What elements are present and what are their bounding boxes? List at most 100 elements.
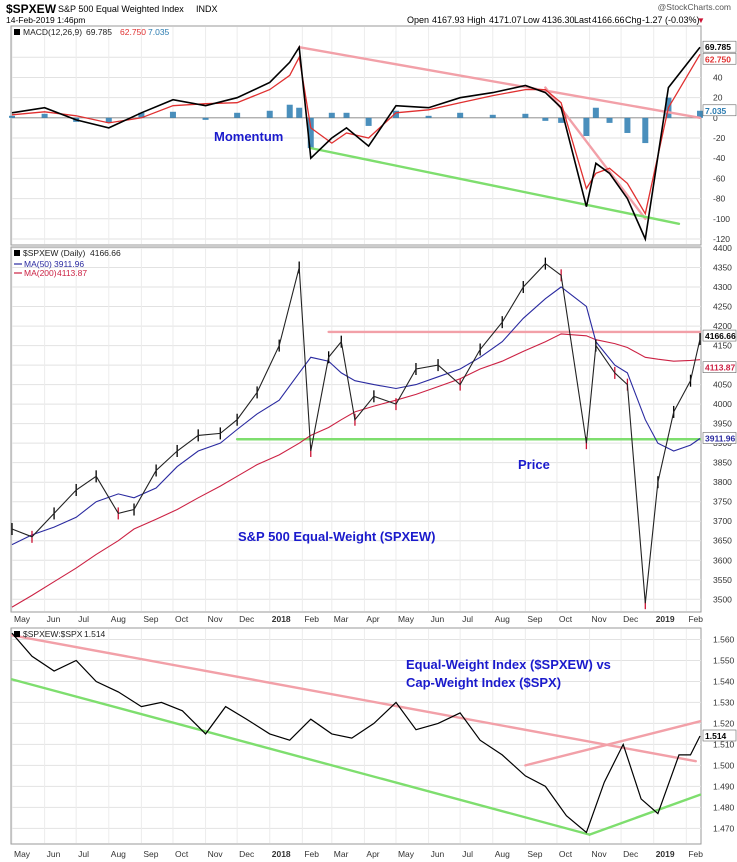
ratio-grid: [11, 629, 701, 843]
price-y-tick-label: 3650: [713, 536, 732, 546]
macd-histogram-bar: [105, 117, 112, 123]
macd-y-tick-label: -20: [713, 133, 726, 143]
down-arrow-icon: ▼: [697, 16, 705, 25]
price-y-tick-label: 3950: [713, 419, 732, 429]
x-tick-label: Apr: [366, 614, 379, 624]
macd-histogram-bar: [583, 117, 590, 137]
x-tick-label: May: [14, 849, 31, 859]
x-tick-label: 2019: [656, 614, 675, 624]
macd-histogram-bar: [169, 111, 176, 118]
macd-plot: [9, 44, 703, 242]
price-legend-value: 4166.66: [90, 248, 121, 258]
macd-histogram-bar: [41, 113, 48, 118]
ma50-end-label: 3911.96: [705, 433, 736, 443]
exchange-label: INDX: [196, 4, 218, 14]
price-y-tick-label: 4350: [713, 263, 732, 273]
price-y-tick-label: 4300: [713, 282, 732, 292]
ratio-panel-frame: [10, 627, 702, 845]
price-legend: $SPXEW (Daily) 4166.66 MA(50) 3911.96 MA…: [14, 248, 121, 278]
ma200-line: [11, 333, 701, 608]
x-tick-label: 2018: [272, 849, 291, 859]
macd-y-tick-label: -80: [713, 194, 726, 204]
price-y-tick-label: 3550: [713, 575, 732, 585]
price-line: [11, 262, 701, 604]
macd-histogram-bar: [542, 117, 549, 121]
watermark: @StockCharts.com: [658, 2, 731, 12]
ma200-legend-value: 4113.87: [57, 268, 87, 278]
price-y-tick-label: 4150: [713, 341, 732, 351]
x-tick-label: Jun: [431, 614, 445, 624]
price-x-axis: May Jun Jul Aug Sep Oct Nov Dec 2018 Feb Mar Apr May…: [14, 614, 703, 624]
x-tick-label: Feb: [304, 849, 319, 859]
high-label: High: [467, 15, 486, 25]
x-tick-label: Oct: [559, 614, 573, 624]
macd-histogram-bar: [138, 112, 145, 118]
macd-y-tick-label: 0: [713, 113, 718, 123]
momentum-annotation: Momentum: [214, 129, 283, 144]
signal-end-label: 62.750: [705, 54, 731, 64]
open-value: 4167.93: [432, 15, 465, 25]
x-tick-label: Jun: [47, 849, 61, 859]
ratio-plot: [10, 632, 702, 836]
ma50-end-label-box: [702, 432, 737, 444]
macd-histogram-bar: [558, 117, 565, 123]
macd-trendline-green: [309, 146, 681, 226]
price-y-tick-label: 3850: [713, 458, 732, 468]
price-y-tick-label: 4200: [713, 321, 732, 331]
macd-histogram-bar: [266, 110, 273, 118]
ratio-y-tick-label: 1.500: [713, 760, 735, 770]
price-plot: [11, 257, 702, 610]
x-tick-label: Nov: [592, 614, 608, 624]
ma200-legend-label: MA(200): [24, 268, 57, 278]
price-y-tick-label: 4400: [713, 243, 732, 253]
macd-histogram-bar: [489, 114, 496, 118]
x-tick-label: Nov: [592, 849, 608, 859]
macd-legend-value: 69.785: [86, 27, 112, 37]
macd-histogram-bar: [624, 117, 631, 133]
macd-legend-swatch: [14, 29, 20, 35]
macd-y-tick-label: 40: [713, 72, 723, 82]
macd-histogram-bar: [425, 115, 432, 118]
x-tick-label: Aug: [495, 849, 510, 859]
x-tick-label: Feb: [304, 614, 319, 624]
macd-legend-label: MACD(12,26,9): [23, 27, 82, 37]
hist-end-label: 7.035: [705, 106, 727, 116]
x-tick-label: Apr: [366, 849, 379, 859]
macd-histogram-bar: [343, 112, 350, 118]
macd-line: [11, 44, 701, 242]
x-tick-label: Jul: [78, 849, 89, 859]
x-tick-label: Oct: [175, 849, 189, 859]
macd-y-tick-label: 20: [713, 93, 723, 103]
ratio-legend-label: $SPXEW:$SPX: [23, 629, 83, 639]
price-y-tick-label: 4250: [713, 302, 732, 312]
ratio-legend-swatch: [14, 631, 20, 637]
x-tick-label: Oct: [559, 849, 573, 859]
x-tick-label: Mar: [334, 849, 349, 859]
macd-histogram-bar: [392, 110, 399, 118]
x-tick-label: Mar: [334, 614, 349, 624]
macd-y-axis: -120-100-80-60-40-20020406069.78562.7507…: [702, 40, 737, 244]
x-tick-label: Jul: [78, 614, 89, 624]
price-annotation: Price: [518, 457, 550, 472]
ticker-symbol: $SPXEW: [6, 2, 57, 16]
macd-histogram-bar: [642, 117, 649, 144]
price-legend-swatch: [14, 250, 20, 256]
price-grid: [11, 247, 701, 611]
ratio-y-tick-label: 1.550: [713, 655, 735, 665]
price-y-tick-label: 4000: [713, 399, 732, 409]
macd-histogram-bar: [286, 104, 293, 118]
price-legend-label: $SPXEW (Daily): [23, 248, 86, 258]
ratio-y-tick-label: 1.560: [713, 634, 735, 644]
x-tick-label: Jul: [462, 614, 473, 624]
ratio-trendline-green: [10, 678, 591, 836]
x-tick-label: Dec: [239, 614, 255, 624]
x-tick-label: Aug: [111, 849, 126, 859]
macd-panel-frame: [10, 25, 702, 246]
x-tick-label: May: [14, 614, 31, 624]
x-tick-label: Jun: [431, 849, 445, 859]
ratio-annotation-line2: Cap-Weight Index ($SPX): [406, 675, 561, 690]
price-y-tick-label: 3800: [713, 477, 732, 487]
macd-end-label-box: [702, 40, 737, 53]
price-y-tick-label: 3750: [713, 497, 732, 507]
